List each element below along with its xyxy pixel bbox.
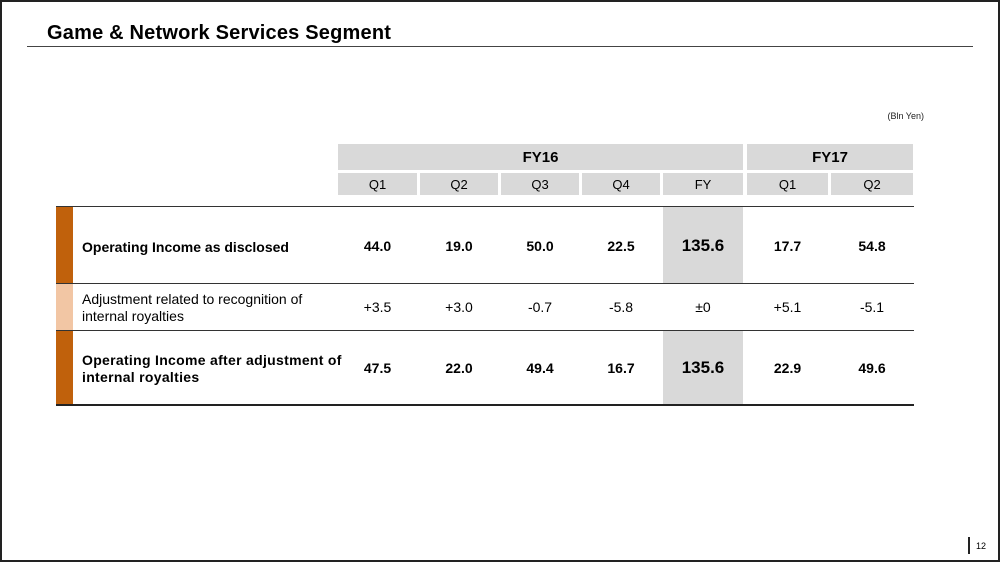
- cell-r1-fy17-q2: 54.8: [858, 238, 886, 254]
- header-col-fy16-q4: Q4: [582, 173, 660, 195]
- header-group-fy16: FY16: [338, 144, 743, 170]
- cell-r1-fy17-q1: 17.7: [773, 238, 802, 254]
- cell-r3-fy17-q1: 22.9: [773, 360, 802, 376]
- table-bottom-rule: [56, 404, 914, 406]
- unit-label: (Bln Yen): [887, 111, 924, 121]
- header-col-fy16-q3: Q3: [501, 173, 579, 195]
- row-divider-1: [56, 283, 914, 284]
- page-number: 12: [976, 541, 987, 551]
- cell-r3-fy16-q3: 49.4: [526, 360, 554, 376]
- row-marker-adjusted: [56, 331, 73, 404]
- cell-r1-fy16-q1: 44.0: [363, 238, 392, 254]
- cell-r3-fy17-q2: 49.6: [858, 360, 886, 376]
- header-col-fy16-fy: FY: [663, 173, 743, 195]
- cell-r2-fy16-fy: ±0: [695, 299, 711, 315]
- cell-r2-fy16-q3: -0.7: [527, 299, 553, 315]
- cell-r3-fy16-q1: 47.5: [363, 360, 392, 376]
- row-label-disclosed: Operating Income as disclosed: [82, 238, 289, 255]
- cell-r1-fy16-q4: 22.5: [607, 238, 635, 254]
- row-label-adjustment: Adjustment related to recognition of int…: [82, 291, 303, 324]
- cell-r2-fy16-q4: -5.8: [608, 299, 634, 315]
- cell-r1-fy16-fy: 135.6: [681, 236, 725, 255]
- row-marker-adjustment: [56, 284, 73, 330]
- title-divider: [27, 46, 973, 47]
- cell-r2-fy17-q2: -5.1: [859, 299, 885, 315]
- fy-column-shade-row1: [663, 207, 743, 283]
- fy-column-shade-row3: [663, 331, 743, 404]
- table-top-rule: [56, 206, 914, 207]
- header-col-fy17-q1: Q1: [747, 173, 828, 195]
- page-number-marker: [968, 537, 970, 554]
- cell-r3-fy16-fy: 135.6: [681, 358, 725, 377]
- header-group-fy17: FY17: [747, 144, 913, 170]
- cell-r3-fy16-q4: 16.7: [607, 360, 635, 376]
- cell-r2-fy17-q1: +5.1: [773, 299, 802, 315]
- row-label-adjusted: Operating Income after adjustment of int…: [82, 352, 342, 385]
- cell-r2-fy16-q1: +3.5: [363, 299, 392, 315]
- cell-r1-fy16-q2: 19.0: [445, 238, 473, 254]
- row-divider-2: [56, 330, 914, 331]
- page-title: Game & Network Services Segment: [47, 22, 392, 44]
- header-col-fy16-q2: Q2: [420, 173, 498, 195]
- cell-r3-fy16-q2: 22.0: [445, 360, 473, 376]
- cell-r2-fy16-q2: +3.0: [445, 299, 473, 315]
- header-col-fy17-q2: Q2: [831, 173, 913, 195]
- cell-r1-fy16-q3: 50.0: [526, 238, 554, 254]
- row-marker-disclosed: [56, 207, 73, 283]
- header-col-fy16-q1: Q1: [338, 173, 417, 195]
